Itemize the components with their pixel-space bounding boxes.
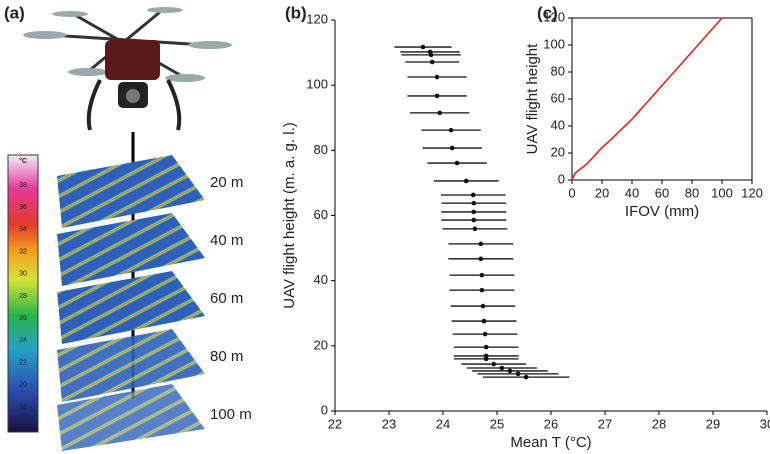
y-tick-label: 100	[306, 77, 328, 92]
point	[507, 368, 513, 374]
colorbar-tick: 28	[19, 293, 27, 300]
colorbar-tick: 24	[19, 337, 27, 344]
point	[478, 256, 484, 262]
point	[478, 241, 484, 247]
y-tick-label: 120	[306, 11, 328, 26]
colorbar-tick: 26	[19, 315, 27, 322]
point	[491, 361, 497, 367]
colorbar-tick: 22	[19, 359, 27, 366]
point	[482, 331, 488, 337]
x-tick-label: 80	[685, 185, 699, 200]
point	[472, 226, 478, 232]
height-label: 80 m	[210, 348, 243, 365]
y-tick-label: 0	[558, 171, 565, 186]
point	[454, 160, 460, 166]
point	[483, 344, 489, 350]
line	[571, 17, 723, 181]
point	[483, 356, 489, 362]
colorbar-tick: 34	[19, 226, 27, 233]
y-tick-label: 80	[314, 142, 328, 157]
x-tick-label: 100	[711, 185, 733, 200]
thermal-maps	[57, 155, 205, 451]
x-tick-label: 30	[760, 416, 770, 431]
colorbar-tick: 18	[19, 404, 27, 411]
colorbar	[7, 154, 39, 433]
point	[471, 209, 477, 215]
x-tick-label: 23	[382, 416, 396, 431]
y-tick-label: 40	[314, 272, 328, 287]
y-tick-label: 120	[543, 9, 565, 24]
x-tick-label: 25	[490, 416, 504, 431]
panel-label: (b)	[285, 3, 307, 22]
x-tick-label: 27	[598, 416, 612, 431]
point	[515, 371, 521, 377]
point	[434, 74, 440, 80]
point	[471, 200, 477, 206]
point	[523, 374, 529, 380]
point	[463, 178, 469, 184]
colorbar-tick: 36	[19, 204, 27, 211]
plot-frame	[571, 17, 753, 181]
x-tick-label: 20	[595, 185, 609, 200]
y-tick-label: 20	[314, 337, 328, 352]
point	[437, 110, 443, 116]
y-tick-label: 60	[314, 207, 328, 222]
point	[471, 217, 477, 223]
height-label: 100 m	[210, 406, 252, 423]
panel-label: (a)	[4, 3, 25, 22]
y-tick-label: 100	[543, 36, 565, 51]
y-tick-label: 0	[321, 402, 328, 417]
point	[420, 44, 426, 50]
x-tick-label: 24	[436, 416, 450, 431]
x-tick-label: 40	[625, 185, 639, 200]
x-tick-label: 29	[706, 416, 720, 431]
height-label: 60 m	[210, 290, 243, 307]
x-axis-label: Mean T (°C)	[510, 434, 591, 451]
point	[481, 318, 487, 324]
point	[479, 272, 485, 278]
colorbar-tick: 30	[19, 271, 27, 278]
y-tick-label: 60	[551, 90, 565, 105]
point	[480, 303, 486, 309]
colorbar-tick: 20	[19, 382, 27, 389]
x-tick-label: 120	[741, 185, 763, 200]
point	[449, 145, 455, 151]
point	[434, 93, 440, 99]
point	[428, 52, 434, 58]
point	[470, 192, 476, 198]
y-tick-label: 40	[551, 117, 565, 132]
point	[499, 365, 505, 371]
colorbar-tick: 32	[19, 248, 27, 255]
x-tick-label: 26	[544, 416, 558, 431]
y-tick-label: 80	[551, 63, 565, 78]
y-tick-label: 20	[551, 144, 565, 159]
x-tick-label: 28	[652, 416, 666, 431]
height-label: 20 m	[210, 174, 243, 191]
x-tick-label: 60	[655, 185, 669, 200]
colorbar-unit: °C	[19, 157, 27, 165]
x-tick-label: 0	[568, 185, 575, 200]
drone	[23, 7, 232, 131]
height-label: 40 m	[210, 232, 243, 249]
point	[479, 287, 485, 293]
y-axis-label: UAV flight height	[524, 43, 541, 154]
x-axis-label: IFOV (mm)	[625, 203, 699, 220]
y-axis-label: UAV flight height (m. a. g. l.)	[281, 122, 298, 308]
colorbar-tick: 38	[19, 182, 27, 189]
point	[448, 127, 454, 133]
point	[429, 59, 435, 65]
panel-label: (c)	[537, 3, 558, 22]
x-tick-label: 22	[328, 416, 342, 431]
